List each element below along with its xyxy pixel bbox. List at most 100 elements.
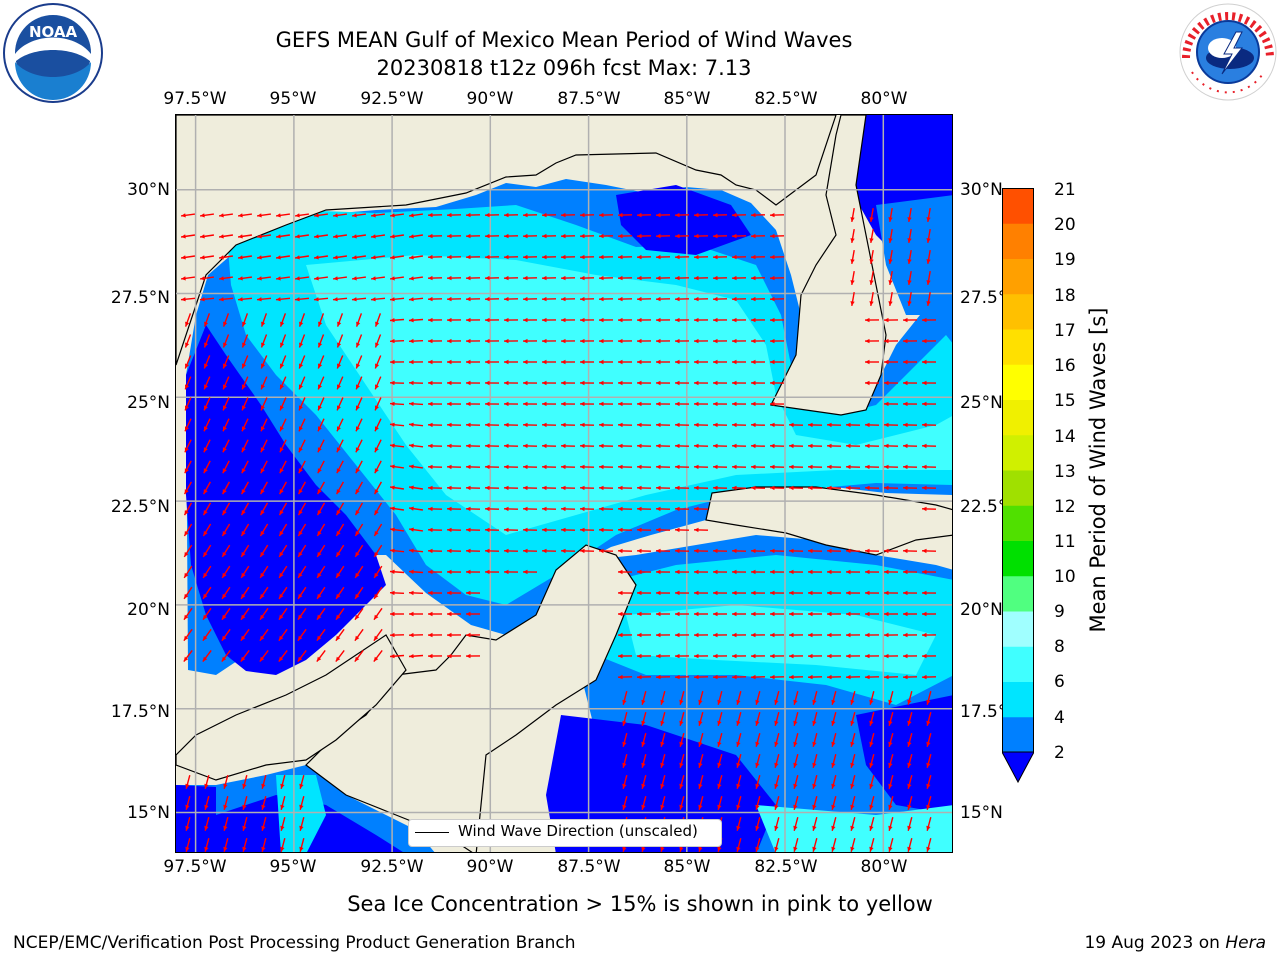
wave-direction-arrow	[276, 213, 290, 218]
wave-direction-arrow	[541, 443, 557, 449]
wave-direction-arrow	[373, 607, 383, 621]
wave-direction-arrow	[907, 691, 913, 705]
wave-direction-arrow	[807, 653, 823, 659]
wave-direction-arrow	[656, 359, 670, 365]
map-panel[interactable]	[175, 114, 953, 853]
wave-direction-arrow	[636, 569, 652, 575]
wave-direction-arrow	[465, 275, 481, 281]
wave-direction-arrow	[408, 297, 424, 302]
wave-direction-arrow	[314, 213, 328, 218]
wave-direction-arrow	[484, 527, 500, 533]
footer-host: Hera	[1225, 933, 1266, 953]
wave-direction-arrow	[466, 359, 480, 365]
wave-direction-arrow	[926, 207, 931, 223]
wave-direction-arrow	[674, 485, 690, 491]
wave-direction-arrow	[446, 401, 462, 407]
wave-direction-arrow	[774, 838, 780, 852]
wave-direction-arrow	[427, 527, 443, 533]
wave-direction-arrow	[598, 275, 614, 281]
wave-direction-arrow	[750, 422, 766, 428]
colorbar-tick: 4	[1054, 708, 1065, 728]
wave-direction-arrow	[465, 422, 481, 428]
wave-direction-arrow	[926, 775, 932, 789]
wave-direction-arrow	[261, 796, 267, 810]
wave-direction-arrow	[807, 443, 823, 449]
wave-direction-arrow	[242, 796, 248, 810]
colorbar-segment	[1002, 399, 1034, 436]
wave-direction-arrow	[240, 544, 250, 558]
wave-direction-arrow	[579, 548, 595, 554]
wave-direction-arrow	[560, 527, 576, 533]
wave-direction-arrow	[655, 422, 671, 428]
wave-direction-arrow	[465, 569, 481, 575]
wave-direction-arrow	[560, 548, 576, 554]
wave-direction-arrow	[921, 401, 937, 407]
wave-direction-arrow	[674, 527, 690, 533]
wave-direction-arrow	[240, 628, 250, 642]
wave-direction-arrow	[660, 712, 666, 726]
wave-direction-arrow	[542, 359, 556, 365]
wave-direction-arrow	[390, 213, 404, 218]
wave-direction-arrow	[223, 817, 229, 831]
wave-direction-arrow	[655, 590, 671, 596]
wave-direction-arrow	[864, 569, 880, 575]
wave-direction-arrow	[259, 607, 269, 621]
wave-direction-arrow	[241, 313, 249, 327]
wave-direction-arrow	[218, 255, 234, 260]
us-gulf-coast-land	[176, 115, 837, 366]
wave-direction-arrow	[389, 380, 405, 386]
wave-direction-arrow	[503, 380, 519, 386]
wave-direction-arrow	[717, 712, 723, 726]
wave-direction-arrow	[522, 506, 538, 512]
wave-direction-arrow	[446, 443, 462, 449]
wave-direction-arrow	[503, 212, 519, 218]
wave-direction-arrow	[869, 838, 875, 852]
wave-direction-arrow	[465, 464, 481, 470]
wave-direction-arrow	[240, 481, 250, 495]
wave-direction-arrow	[221, 607, 231, 621]
wave-direction-arrow	[869, 691, 875, 705]
wave-direction-arrow	[831, 754, 837, 768]
wave-direction-arrow	[427, 506, 443, 512]
wave-direction-arrow	[750, 275, 766, 281]
wave-direction-arrow	[769, 233, 785, 239]
wave-direction-arrow	[902, 653, 918, 659]
wave-direction-arrow	[732, 611, 746, 617]
wave-direction-arrow	[712, 380, 728, 386]
colorbar-tick: 14	[1054, 427, 1076, 447]
svg-text:NOAA: NOAA	[29, 23, 78, 41]
wave-direction-arrow	[827, 611, 841, 617]
wave-direction-arrow	[373, 586, 383, 600]
wave-direction-arrow	[240, 649, 250, 663]
wave-direction-arrow	[183, 586, 193, 600]
wave-direction-arrow	[731, 317, 747, 323]
wave-direction-arrow	[883, 674, 899, 680]
wave-direction-arrow	[637, 359, 651, 365]
wave-direction-arrow	[883, 401, 899, 407]
wave-direction-arrow	[694, 359, 708, 365]
wave-direction-arrow	[408, 506, 424, 511]
wave-direction-arrow	[203, 418, 211, 432]
wave-direction-arrow	[427, 296, 443, 302]
wave-direction-arrow	[769, 254, 785, 260]
wave-direction-arrow	[297, 628, 307, 642]
wave-direction-arrow	[850, 817, 856, 831]
wave-direction-arrow	[218, 234, 234, 239]
wave-direction-arrow	[484, 317, 500, 323]
legend-line-sample	[415, 832, 449, 833]
wave-direction-arrow	[845, 653, 861, 659]
wave-direction-arrow	[314, 276, 328, 281]
wave-direction-arrow	[921, 548, 937, 554]
wave-direction-arrow	[712, 296, 728, 302]
wave-direction-arrow	[693, 464, 709, 470]
wave-direction-arrow	[522, 527, 538, 533]
wave-direction-arrow	[335, 649, 345, 663]
wave-direction-arrow	[579, 254, 595, 260]
wave-direction-arrow	[541, 338, 557, 344]
lat-tick-right: 15°N	[960, 803, 1003, 823]
wave-direction-arrow	[674, 380, 690, 386]
wave-direction-arrow	[373, 544, 383, 558]
wave-direction-arrow	[736, 796, 742, 810]
wave-direction-arrow	[598, 485, 614, 491]
wave-direction-arrow	[641, 691, 647, 705]
